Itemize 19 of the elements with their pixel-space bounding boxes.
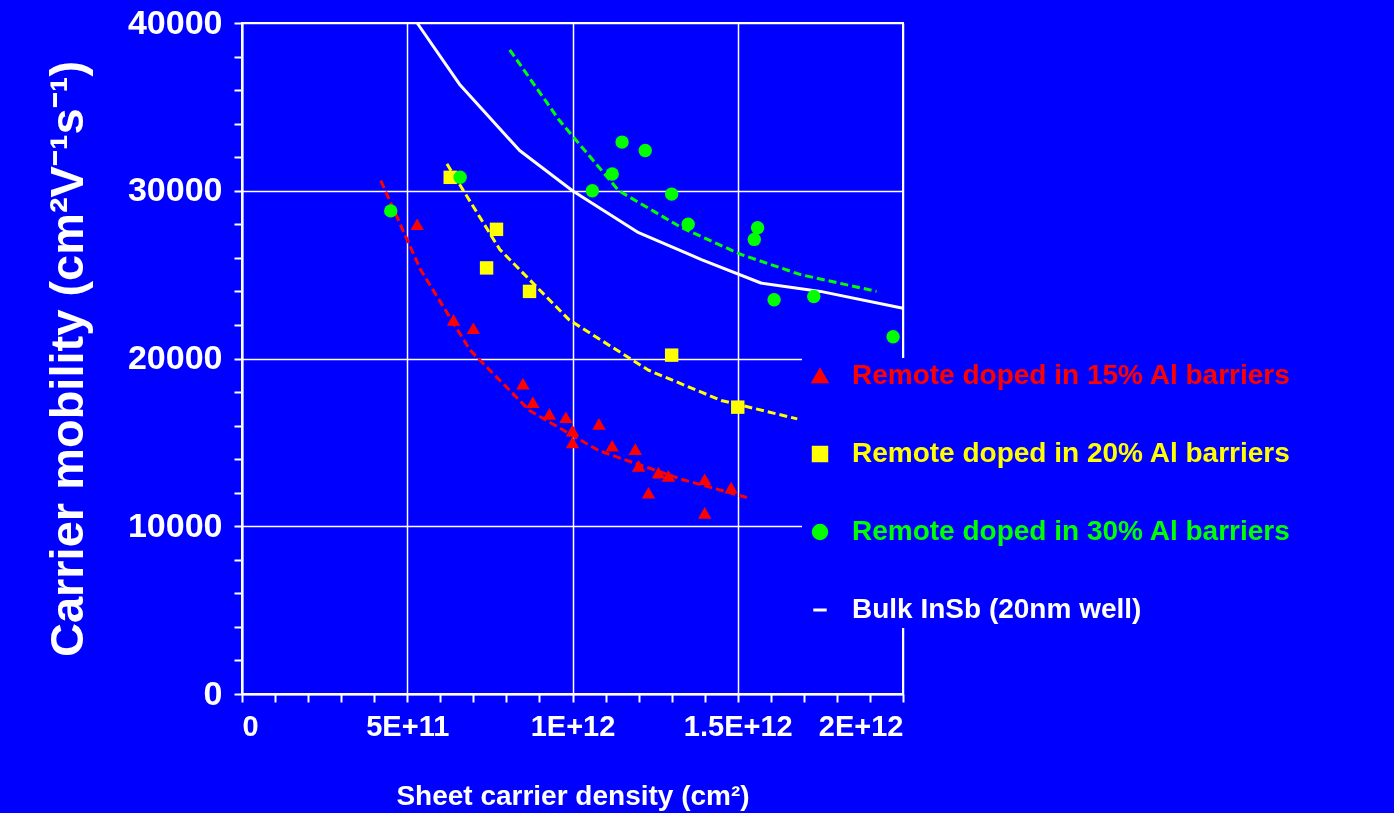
y-tick-label: 30000 [127,170,223,209]
x-tick-label: 1E+12 [530,709,616,742]
x-tick-label: 2E+12 [818,709,904,742]
x-tick-label: 1.5E+12 [683,709,793,742]
y-tick-label: 0 [203,673,223,712]
legend-label: Remote doped in 20% Al barriers [852,437,1290,468]
legend-label: Remote doped in 15% Al barriers [852,359,1290,390]
y-tick-label: 10000 [127,505,223,544]
line-series [508,48,879,293]
y-axis-title: Carrier mobility (cm²V⁻¹s⁻¹) [39,60,93,658]
legend-label: Bulk InSb (20nm well) [852,593,1142,624]
x-axis-title: Sheet carrier density (cm²) [396,779,750,811]
legend-label: Remote doped in 30% Al barriers [852,515,1290,546]
x-tick-label: 0 [242,709,259,742]
line-series [379,179,750,500]
line-series [445,162,799,421]
x-tick-label: 5E+11 [366,709,450,742]
y-tick-label: 20000 [127,338,223,376]
y-tick-label: 40000 [127,2,223,41]
